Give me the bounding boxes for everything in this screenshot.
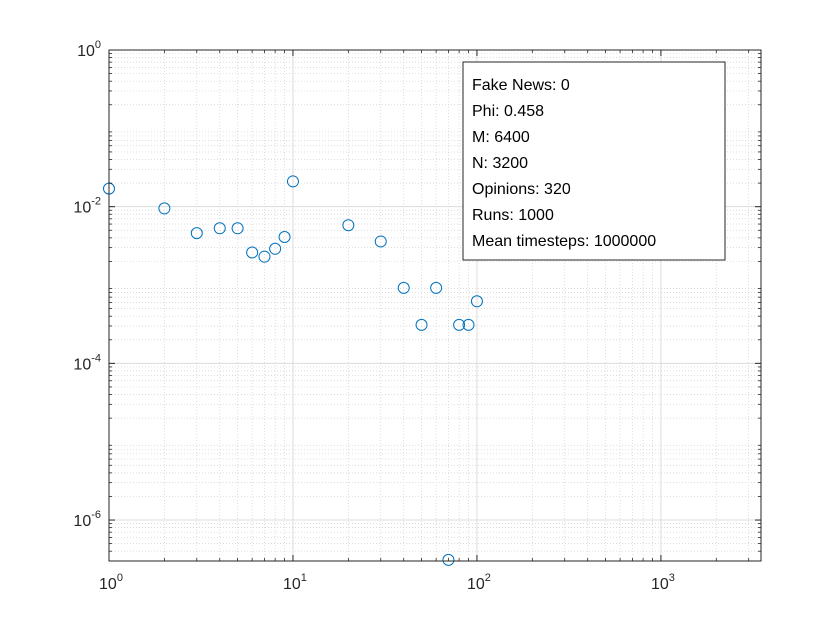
data-point xyxy=(415,318,428,331)
data-points xyxy=(103,175,483,566)
data-point xyxy=(286,175,299,188)
data-point xyxy=(430,281,443,294)
annotation-line-opinions: Opinions: 320 xyxy=(472,181,571,198)
annotation-line-n: N: 3200 xyxy=(472,155,528,172)
plot-frame xyxy=(108,49,762,562)
data-point xyxy=(470,295,483,308)
data-point xyxy=(442,553,455,566)
data-point xyxy=(453,318,466,331)
y-tick-label: 100 xyxy=(77,39,101,60)
annotation-line-phi: Phi: 0.458 xyxy=(472,103,544,120)
data-point xyxy=(397,281,410,294)
x-tick-labels: 100 101 102 103 xyxy=(99,572,675,593)
y-tick-labels: 100 10-2 10-4 10-6 xyxy=(73,39,101,530)
data-point xyxy=(258,250,271,263)
annotation-line-runs: Runs: 1000 xyxy=(472,207,554,224)
annotation-frame xyxy=(462,61,726,261)
x-tick-label: 101 xyxy=(283,572,307,593)
x-tick-label: 103 xyxy=(651,572,675,593)
data-point xyxy=(342,219,355,232)
data-point xyxy=(462,318,475,331)
annotation-line-m: M: 6400 xyxy=(472,129,530,146)
x-tick-label: 102 xyxy=(467,572,491,593)
data-point xyxy=(158,202,171,215)
y-tick-label: 10-6 xyxy=(73,509,101,530)
annotation-line-fake-news: Fake News: 0 xyxy=(472,77,570,94)
data-point xyxy=(231,222,244,235)
data-point xyxy=(278,231,291,244)
data-point xyxy=(190,227,203,240)
axis-ticks xyxy=(108,49,761,561)
annotation-line-mean-timesteps: Mean timesteps: 1000000 xyxy=(472,233,656,250)
data-point xyxy=(213,222,226,235)
y-tick-label: 10-2 xyxy=(73,196,101,217)
data-point xyxy=(269,242,282,255)
data-point xyxy=(374,235,387,248)
x-tick-label: 100 xyxy=(99,572,123,593)
y-tick-label: 10-4 xyxy=(73,352,101,373)
data-point xyxy=(246,246,259,259)
major-grid xyxy=(109,50,761,561)
annotation-box: Fake News: 0 Phi: 0.458 M: 6400 N: 3200 … xyxy=(462,61,726,261)
